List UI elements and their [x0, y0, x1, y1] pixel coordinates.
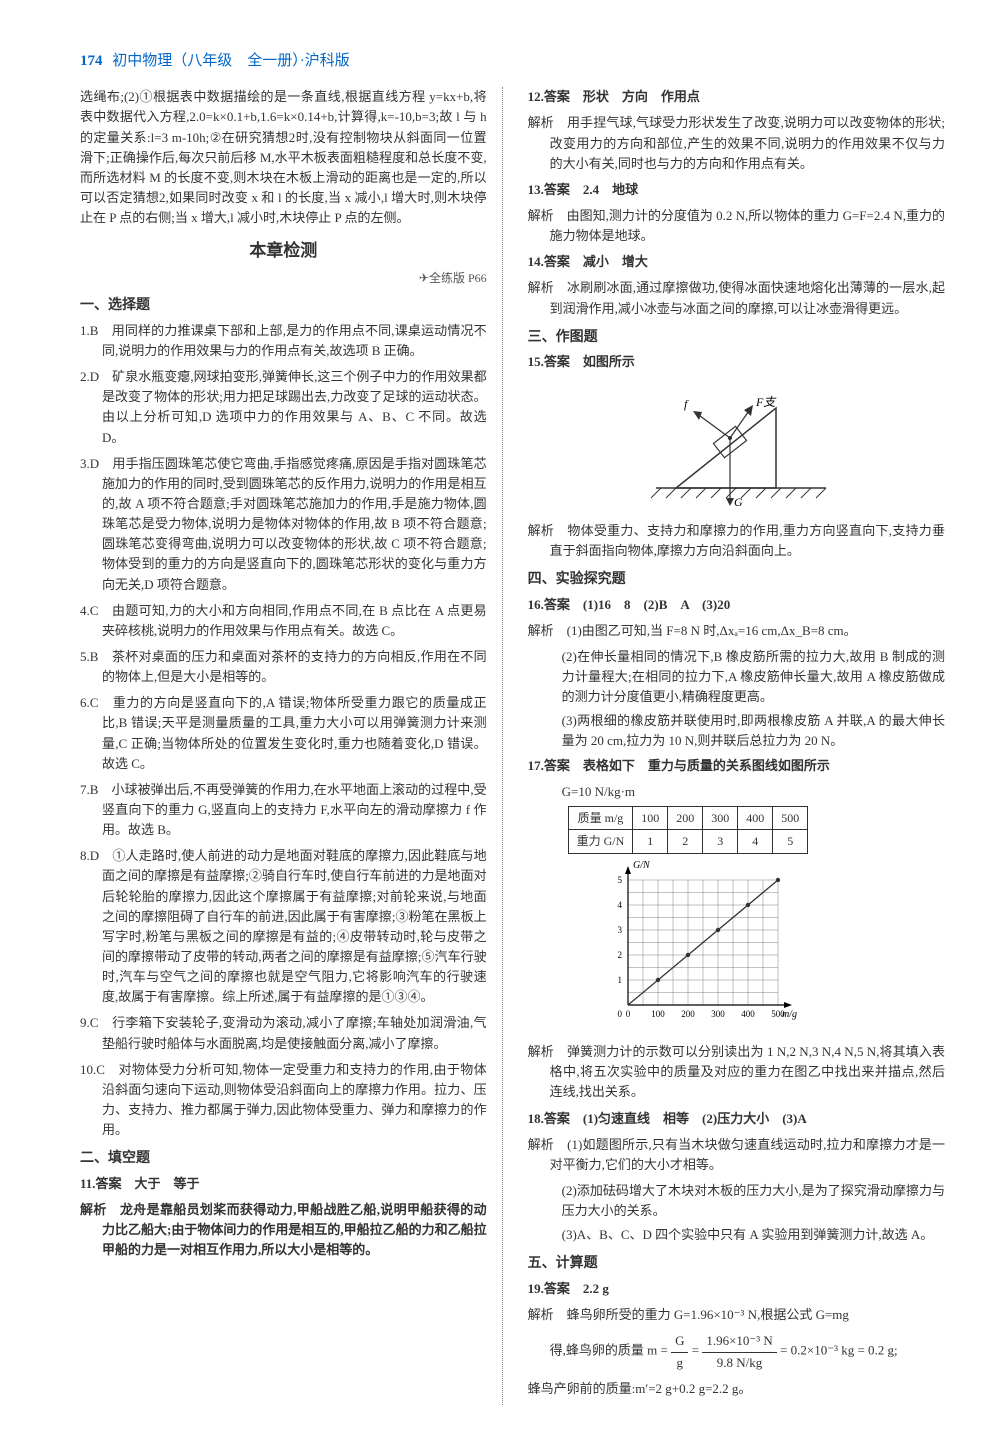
question-19-exp3: 蜂鸟产卵前的质量:m′=2 g+0.2 g=2.2 g。: [528, 1379, 945, 1399]
svg-text:100: 100: [651, 1009, 665, 1019]
question-13-explanation: 解析 由图知,测力计的分度值为 0.2 N,所以物体的重力 G=F=2.4 N,…: [528, 206, 945, 246]
answer-label: 11.答案 大于 等于: [80, 1176, 200, 1191]
question-13-answer: 13.答案 2.4 地球: [528, 180, 945, 200]
question-18-exp2: (2)添加砝码增大了木块对木板的压力大小,是为了探究滑动摩擦力与压力大小的关系。: [528, 1181, 945, 1221]
q17-table: 质量 m/g 100 200 300 400 500 重力 G/N 1 2 3 …: [568, 806, 809, 854]
question-18-exp3: (3)A、B、C、D 四个实验中只有 A 实验用到弹簧测力计,故选 A。: [528, 1225, 945, 1245]
question-16-exp2: (2)在伸长量相同的情况下,B 橡皮筋所需的拉力大,故用 B 制成的测力计量程大…: [528, 647, 945, 707]
fraction-2: 1.96×10⁻³ N 9.8 N/kg: [702, 1331, 776, 1372]
question-10: 10.C 对物体受力分析可知,物体一定受重力和支持力的作用,由于物体沿斜面匀速向…: [80, 1060, 487, 1141]
table-row: 质量 m/g 100 200 300 400 500: [568, 806, 808, 830]
question-9: 9.C 行李箱下安装轮子,变滑动为滚动,减小了摩擦;车轴处加润滑油,气垫船行驶时…: [80, 1013, 487, 1053]
book-title: 初中物理（八年级 全一册）·沪科版: [112, 53, 350, 69]
fraction-1: G g: [671, 1331, 688, 1372]
question-2: 2.D 矿泉水瓶变瘪,网球拍变形,弹簧伸长,这三个例子中力的作用效果都是改变了物…: [80, 367, 487, 448]
svg-text:3: 3: [617, 925, 622, 935]
q17-chart: 0100200300400500123450G/Nm/g: [598, 860, 945, 1036]
section-4-heading: 四、实验探究题: [528, 569, 945, 591]
question-18-exp1: 解析 (1)如题图所示,只有当木块做匀速直线运动时,拉力和摩擦力才是一对平衡力,…: [528, 1135, 945, 1175]
question-19-answer: 19.答案 2.2 g: [528, 1279, 945, 1299]
table-row: 重力 G/N 1 2 3 4 5: [568, 830, 808, 854]
question-15-explanation: 解析 物体受重力、支持力和摩擦力的作用,重力方向竖直向下,支持力垂直于斜面指向物…: [528, 521, 945, 561]
intro-paragraph: 选绳布;(2)①根据表中数据描绘的是一条直线,根据直线方程 y=kx+b,将表中…: [80, 87, 487, 228]
svg-text:300: 300: [711, 1009, 725, 1019]
svg-text:G/N: G/N: [633, 860, 651, 871]
question-19-exp1: 解析 蜂鸟卵所受的重力 G=1.96×10⁻³ N,根据公式 G=mg: [528, 1305, 945, 1325]
question-16-exp1: 解析 (1)由图乙可知,当 F=8 N 时,Δxₐ=16 cm,Δx_B=8 c…: [528, 621, 945, 641]
svg-text:4: 4: [617, 900, 622, 910]
question-7: 7.B 小球被弹出后,不再受弹簧的作用力,在水平地面上滚动的过程中,受竖直向下的…: [80, 780, 487, 840]
question-17-explanation: 解析 弹簧测力计的示数可以分别读出为 1 N,2 N,3 N,4 N,5 N,将…: [528, 1042, 945, 1102]
explanation-text: 解析 龙舟是靠船员划桨而获得动力,甲船战胜乙船,说明甲船获得的动力比乙船大;由于…: [80, 1202, 487, 1257]
content-columns: 选绳布;(2)①根据表中数据描绘的是一条直线,根据直线方程 y=kx+b,将表中…: [80, 87, 945, 1405]
question-1: 1.B 用同样的力推课桌下部和上部,是力的作用点不同,课桌运动情况不同,说明力的…: [80, 321, 487, 361]
section-5-heading: 五、计算题: [528, 1253, 945, 1275]
question-16-answer: 16.答案 (1)16 8 (2)B A (3)20: [528, 595, 945, 615]
question-15-answer: 15.答案 如图所示: [528, 352, 945, 372]
section-2-heading: 二、填空题: [80, 1148, 487, 1170]
question-14-explanation: 解析 冰刷刷冰面,通过摩擦做功,使得冰面快速地熔化出薄薄的一层水,起到润滑作用,…: [528, 278, 945, 318]
question-17-answer: 17.答案 表格如下 重力与质量的关系图线如图所示: [528, 756, 945, 776]
svg-text:F支: F支: [755, 395, 777, 409]
question-5: 5.B 茶杯对桌面的压力和桌面对茶杯的支持力的方向相反,作用在不同的物体上,但是…: [80, 647, 487, 687]
svg-text:200: 200: [681, 1009, 695, 1019]
question-4: 4.C 由题可知,力的大小和方向相同,作用点不同,在 B 点比在 A 点更易夹碎…: [80, 601, 487, 641]
question-6: 6.C 重力的方向是竖直向下的,A 错误;物体所受重力跟它的质量成正比,B 错误…: [80, 693, 487, 774]
svg-text:1: 1: [617, 975, 622, 985]
question-14-answer: 14.答案 减小 增大: [528, 252, 945, 272]
question-8: 8.D ①人走路时,使人前进的动力是地面对鞋底的摩擦力,因此鞋底与地面之间的摩擦…: [80, 846, 487, 1007]
question-18-answer: 18.答案 (1)匀速直线 相等 (2)压力大小 (3)A: [528, 1109, 945, 1129]
chapter-ref: ✈全练版 P66: [80, 269, 487, 288]
svg-text:G: G: [734, 495, 743, 508]
svg-text:0: 0: [617, 1009, 622, 1019]
question-11-answer: 11.答案 大于 等于: [80, 1174, 487, 1194]
right-column: 12.答案 形状 方向 作用点 解析 用手捏气球,气球受力形状发生了改变,说明力…: [523, 87, 945, 1405]
question-12-answer: 12.答案 形状 方向 作用点: [528, 87, 945, 107]
svg-text:f: f: [684, 397, 689, 411]
question-16-exp3: (3)两根细的橡皮筋并联使用时,即两根橡皮筋 A 并联,A 的最大伸长量为 20…: [528, 711, 945, 751]
question-19-exp2: 得,蜂鸟卵的质量 m = G g = 1.96×10⁻³ N 9.8 N/kg …: [528, 1331, 945, 1372]
svg-text:5: 5: [617, 875, 622, 885]
section-1-heading: 一、选择题: [80, 295, 487, 317]
page-header: 174 初中物理（八年级 全一册）·沪科版: [80, 50, 945, 73]
question-11-explanation: 解析 龙舟是靠船员划桨而获得动力,甲船战胜乙船,说明甲船获得的动力比乙船大;由于…: [80, 1200, 487, 1260]
left-column: 选绳布;(2)①根据表中数据描绘的是一条直线,根据直线方程 y=kx+b,将表中…: [80, 87, 503, 1405]
question-12-explanation: 解析 用手捏气球,气球受力形状发生了改变,说明力可以改变物体的形状;改变用力的方…: [528, 113, 945, 173]
chapter-test-title: 本章检测: [80, 238, 487, 264]
question-17-note: G=10 N/kg·m: [528, 782, 945, 802]
svg-text:2: 2: [617, 950, 622, 960]
q15-diagram: G F支 f: [528, 378, 945, 514]
svg-text:m/g: m/g: [782, 1009, 797, 1020]
page-number: 174: [80, 53, 103, 69]
question-3: 3.D 用手指压圆珠笔芯使它弯曲,手指感觉疼痛,原因是手指对圆珠笔芯施加力的作用…: [80, 454, 487, 595]
svg-text:400: 400: [741, 1009, 755, 1019]
section-3-heading: 三、作图题: [528, 327, 945, 349]
svg-text:0: 0: [625, 1009, 630, 1019]
